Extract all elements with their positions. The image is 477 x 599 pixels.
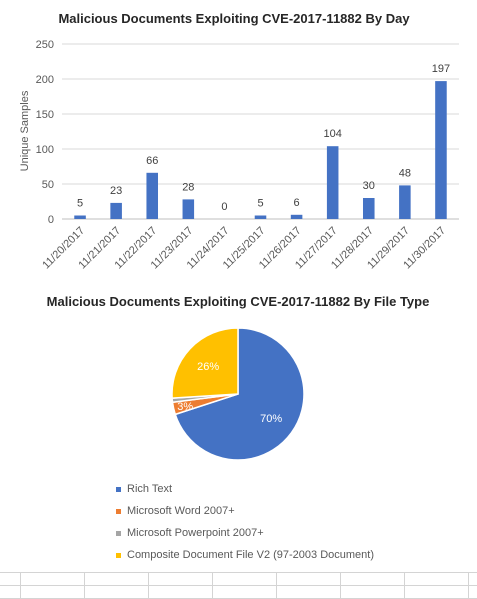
bar-chart-title: Malicious Documents Exploiting CVE-2017-… <box>58 11 410 26</box>
pie-data-label: 70% <box>260 413 282 425</box>
pie-data-label: 3% <box>177 401 193 413</box>
bar <box>399 185 411 219</box>
bar <box>182 199 195 219</box>
pie-slices <box>171 327 305 461</box>
spreadsheet-gridlines <box>0 572 477 599</box>
legend-label: Microsoft Word 2007+ <box>127 505 235 517</box>
legend-item: Microsoft Powerpoint 2007+ <box>116 522 374 544</box>
x-tick-labels: 11/20/201711/21/201711/22/201711/23/2017… <box>40 225 448 272</box>
bar-data-labels: 5 23 66 28 0 5 6 104 30 48 197 <box>77 63 450 213</box>
bar-data-label: 6 <box>294 197 300 209</box>
y-tick-label: 50 <box>42 179 54 191</box>
legend-item: Rich Text <box>116 478 374 500</box>
bar-data-label: 104 <box>324 128 342 140</box>
y-axis-label: Unique Samples <box>19 90 31 171</box>
gridlines <box>62 43 459 220</box>
bars <box>74 81 447 219</box>
legend-label: Composite Document File V2 (97-2003 Docu… <box>127 549 375 561</box>
bar-data-label: 66 <box>146 155 158 167</box>
bar <box>74 215 86 219</box>
bar <box>290 214 303 219</box>
legend-swatch <box>116 530 121 536</box>
y-tick-label: 200 <box>36 74 54 86</box>
bar <box>326 146 339 219</box>
daily-bar-chart: Malicious Documents Exploiting CVE-2017-… <box>19 11 459 272</box>
bar <box>110 202 122 219</box>
file-type-pie-chart: Malicious Documents Exploiting CVE-2017-… <box>47 294 430 461</box>
pie-slice <box>171 327 239 399</box>
bar-data-label: 197 <box>432 63 450 75</box>
bar-data-label: 5 <box>77 198 83 210</box>
pie-data-labels: 70% 3% 26% <box>177 361 282 425</box>
legend-swatch <box>116 552 121 558</box>
bar <box>362 198 375 219</box>
bar-data-label: 48 <box>399 167 411 179</box>
pie-data-label: 26% <box>197 361 219 373</box>
bar-data-label: 30 <box>363 180 375 192</box>
bar <box>146 172 159 219</box>
bar-data-label: 0 <box>221 201 227 213</box>
legend-item: Composite Document File V2 (97-2003 Docu… <box>116 544 374 566</box>
bar <box>435 81 447 219</box>
pie-chart-title: Malicious Documents Exploiting CVE-2017-… <box>47 294 430 309</box>
legend-label: Rich Text <box>127 483 173 495</box>
pie-legend: Rich Text Microsoft Word 2007+ Microsoft… <box>116 478 374 566</box>
legend-item: Microsoft Word 2007+ <box>116 500 374 522</box>
y-tick-label: 0 <box>48 214 54 226</box>
legend-swatch <box>116 508 121 514</box>
pie-slice <box>174 327 305 461</box>
y-tick-label: 100 <box>36 144 54 156</box>
y-tick-labels: 0 50 100 150 200 250 <box>36 39 54 226</box>
bar-data-label: 28 <box>182 181 194 193</box>
y-tick-label: 250 <box>36 39 54 51</box>
y-tick-label: 150 <box>36 109 54 121</box>
bar-data-label: 5 <box>257 198 263 210</box>
bar <box>254 215 267 219</box>
legend-label: Microsoft Powerpoint 2007+ <box>127 527 264 539</box>
legend-swatch <box>116 486 121 492</box>
bar-data-label: 23 <box>110 185 122 197</box>
